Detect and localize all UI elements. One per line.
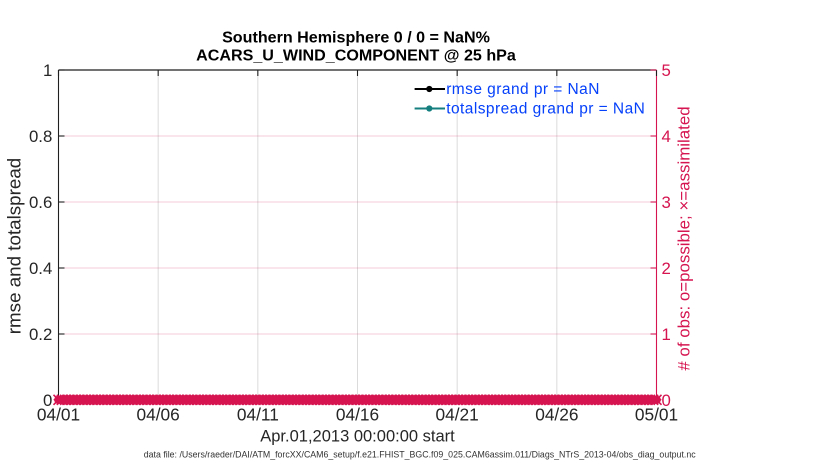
svg-text:1: 1: [43, 61, 52, 80]
svg-text:ACARS_U_WIND_COMPONENT @ 25 hP: ACARS_U_WIND_COMPONENT @ 25 hPa: [196, 47, 517, 65]
svg-text:04/11: 04/11: [237, 404, 279, 424]
svg-text:0.4: 0.4: [29, 259, 52, 278]
svg-text:data file: /Users/raeder/DAI/A: data file: /Users/raeder/DAI/ATM_forcXX/…: [144, 450, 696, 460]
svg-text:0.8: 0.8: [29, 127, 52, 146]
svg-text:Apr.01,2013 00:00:00 start: Apr.01,2013 00:00:00 start: [260, 427, 455, 445]
svg-text:Southern Hemisphere 0 / 0 = Na: Southern Hemisphere 0 / 0 = NaN%: [222, 29, 490, 47]
svg-text:totalspread grand pr = NaN: totalspread grand pr = NaN: [446, 101, 645, 118]
svg-text:1: 1: [662, 325, 671, 344]
svg-text:0.6: 0.6: [29, 193, 52, 212]
svg-text:04/01: 04/01: [37, 404, 80, 424]
svg-text:5: 5: [662, 61, 671, 80]
svg-text:0: 0: [43, 391, 52, 410]
svg-text:04/21: 04/21: [436, 404, 479, 424]
svg-text:3: 3: [662, 193, 671, 212]
svg-text:05/01: 05/01: [635, 404, 678, 424]
svg-text:4: 4: [662, 127, 671, 146]
svg-text:# of obs: o=possible; ×=assimi: # of obs: o=possible; ×=assimilated: [675, 106, 694, 370]
svg-text:2: 2: [662, 259, 671, 278]
svg-text:0: 0: [662, 391, 671, 410]
svg-text:04/16: 04/16: [336, 404, 379, 424]
svg-text:0.2: 0.2: [29, 325, 52, 344]
svg-text:rmse grand pr = NaN: rmse grand pr = NaN: [446, 81, 600, 98]
svg-text:04/26: 04/26: [535, 404, 578, 424]
svg-text:rmse and totalspread: rmse and totalspread: [4, 158, 25, 334]
svg-text:04/06: 04/06: [137, 404, 180, 424]
